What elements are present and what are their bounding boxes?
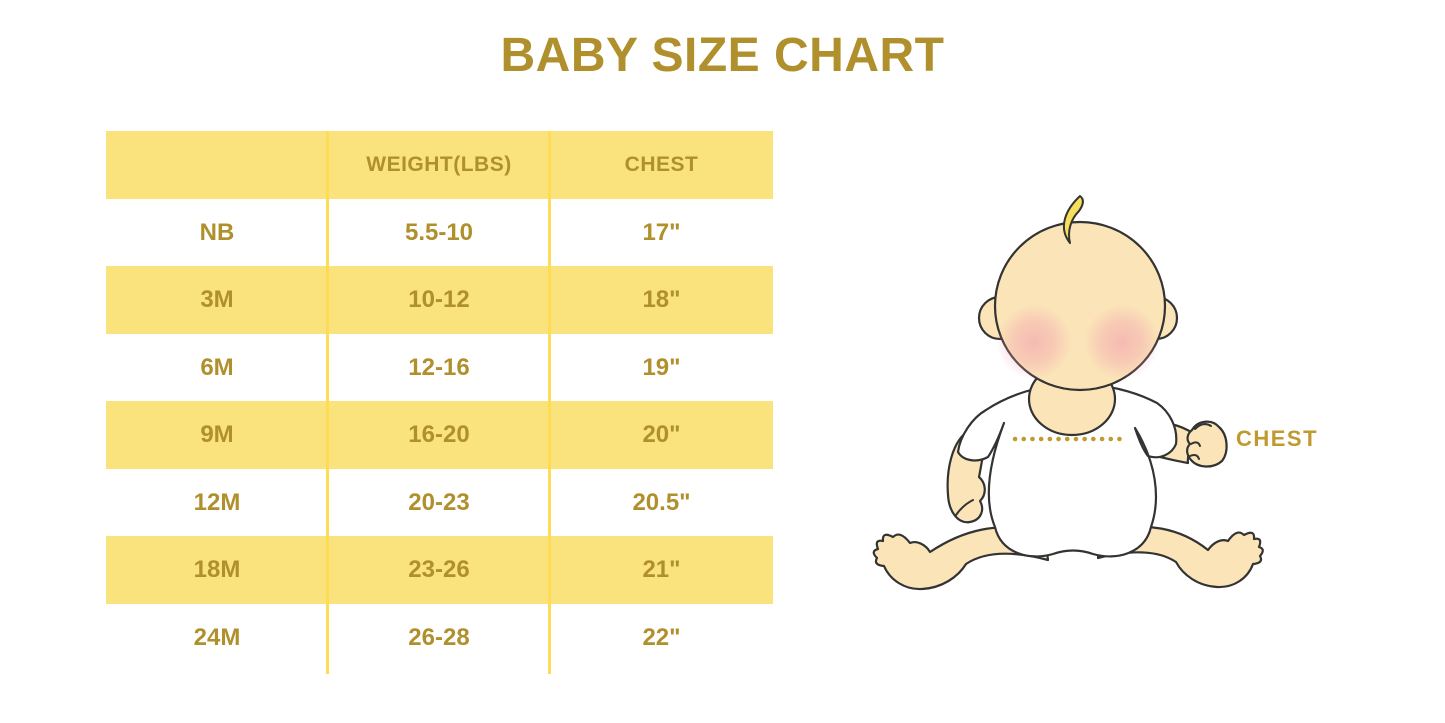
- weight-cell: 10-12: [408, 286, 470, 313]
- chest-measure-label: CHEST: [1236, 426, 1318, 451]
- table-row: 18M 23-26 21": [106, 536, 773, 604]
- chest-cell: 20.5": [632, 488, 691, 516]
- weight-cell: 26-28: [408, 623, 470, 651]
- size-cell: 24M: [193, 623, 241, 651]
- baby-illustration: CHEST: [872, 195, 1318, 591]
- size-cell: 6M: [200, 353, 234, 381]
- chest-cell: 20": [642, 421, 681, 448]
- table-header-row: WEIGHT(LBS) CHEST: [106, 131, 773, 199]
- weight-cell: 20-23: [408, 488, 470, 516]
- column-header-size: [106, 131, 328, 199]
- table-row: 3M 10-12 18": [106, 266, 773, 334]
- column-divider: [548, 131, 551, 674]
- baby-blush-left: [996, 304, 1072, 380]
- baby-fist-knuckle-lines: [1189, 423, 1212, 460]
- size-cell: 9M: [200, 421, 234, 448]
- baby-fist-right: [1186, 420, 1228, 468]
- weight-cell: 23-26: [408, 556, 470, 583]
- weight-cell: 5.5-10: [404, 218, 474, 246]
- column-header-chest: CHEST: [624, 153, 699, 176]
- chest-cell: 17": [642, 218, 681, 246]
- table-row: 9M 16-20 20": [106, 401, 773, 469]
- chest-cell: 18": [642, 286, 681, 313]
- size-chart-table: WEIGHT(LBS) CHEST NB 5.5-10 17" 3M 10-12…: [106, 131, 773, 674]
- chest-cell: 19": [642, 353, 681, 381]
- weight-cell: 16-20: [408, 421, 470, 448]
- table-row: NB 5.5-10 17": [106, 198, 773, 266]
- baby-hand-left-finger-line: [955, 499, 974, 516]
- size-cell: 18M: [193, 556, 241, 583]
- page-title: BABY SIZE CHART: [500, 29, 945, 82]
- size-cell: 3M: [200, 286, 234, 313]
- column-header-weight: WEIGHT(LBS): [366, 153, 512, 176]
- table-row: 12M 20-23 20.5": [106, 468, 773, 536]
- baby-hair-curl: [1062, 195, 1084, 244]
- baby-shirt: [956, 382, 1178, 558]
- baby-blush-right: [1084, 304, 1160, 380]
- column-divider: [326, 131, 329, 674]
- size-cell: NB: [199, 218, 235, 246]
- size-cell: 12M: [193, 488, 241, 516]
- table-row: 24M 26-28 22": [106, 603, 773, 671]
- chest-cell: 22": [642, 623, 681, 651]
- weight-cell: 12-16: [408, 353, 470, 381]
- table-row: 6M 12-16 19": [106, 333, 773, 401]
- chest-cell: 21": [642, 556, 681, 583]
